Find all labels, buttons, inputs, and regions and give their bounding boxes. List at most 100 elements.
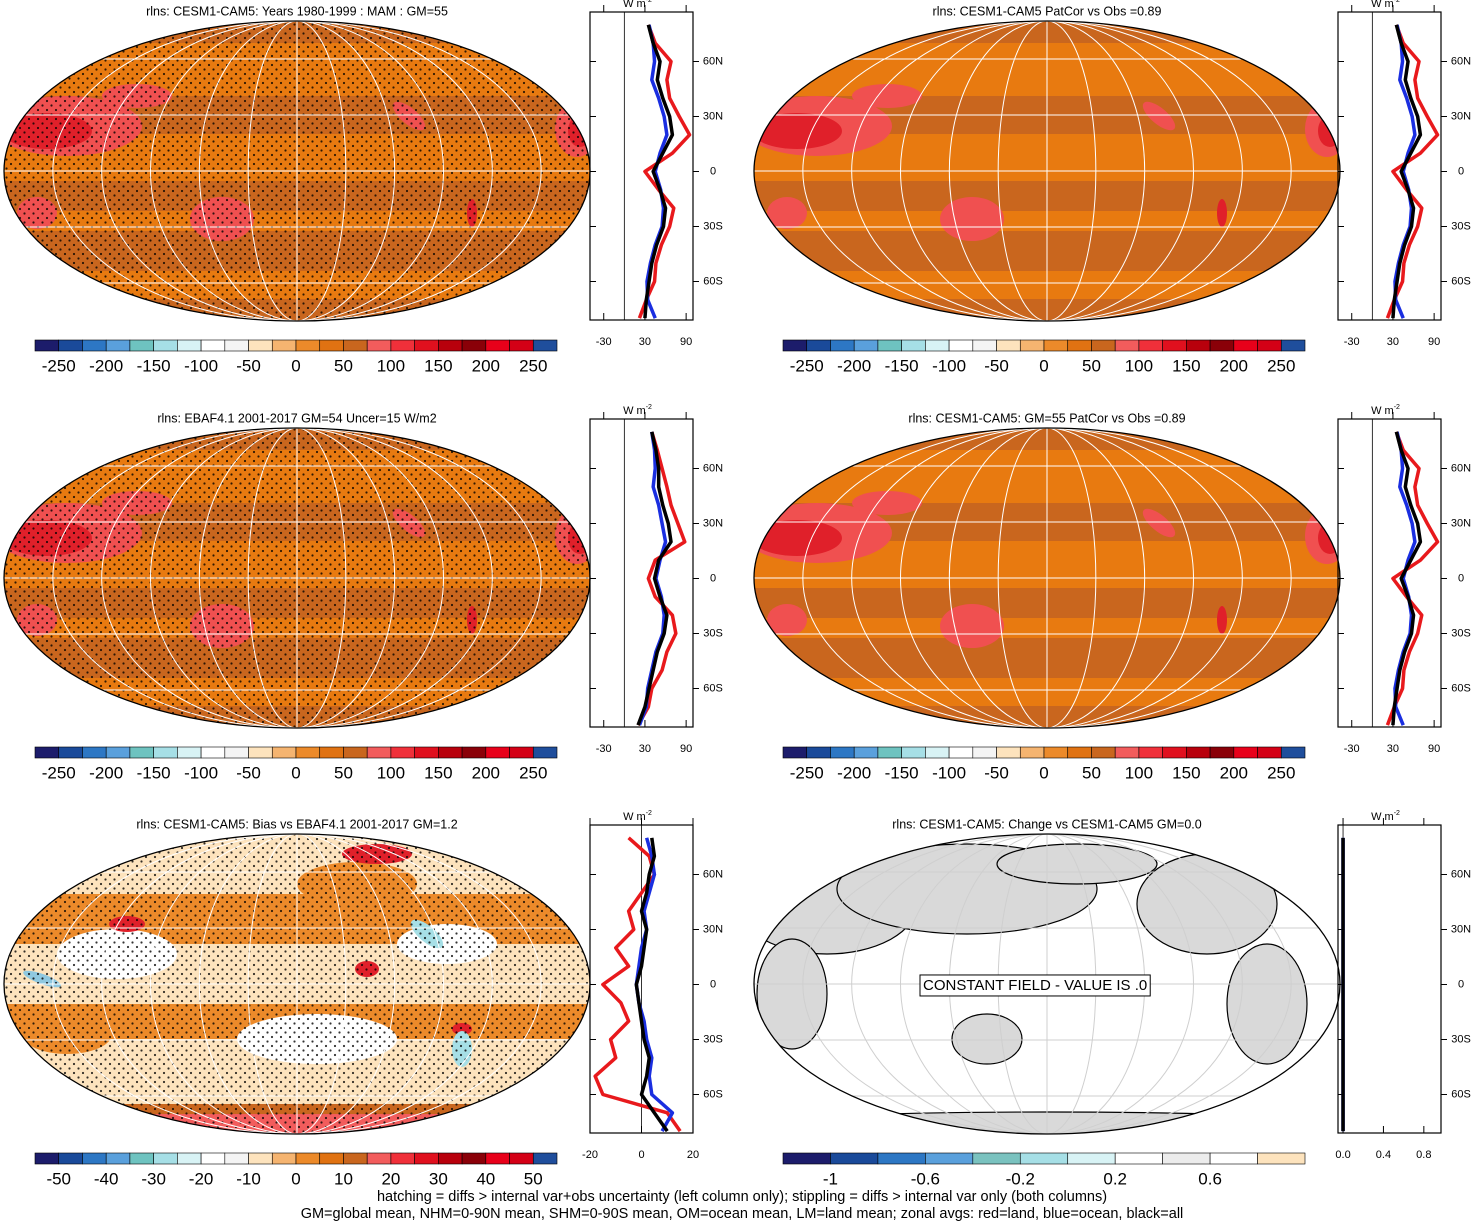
colorbar-box xyxy=(485,746,510,759)
meridian xyxy=(997,428,1097,728)
colorbar-label: -50 xyxy=(46,1169,71,1188)
colorbar-box xyxy=(438,746,463,759)
colorbar-box xyxy=(1114,1152,1163,1165)
meridian xyxy=(150,21,444,321)
colorbar-box xyxy=(343,746,368,759)
colorbar-label: 250 xyxy=(519,356,547,375)
colorbar-box xyxy=(343,339,368,352)
colorbar-label: -200 xyxy=(89,356,123,375)
y-tick-label: 30N xyxy=(703,517,723,529)
colorbar-box xyxy=(532,339,558,352)
colorbar-label: -150 xyxy=(885,356,919,375)
colorbar-box xyxy=(1162,1152,1211,1165)
y-tick-label: 30N xyxy=(1451,110,1471,122)
colorbar-label: 50 xyxy=(334,356,353,375)
unit-sup: -2 xyxy=(646,0,652,4)
colorbar-box xyxy=(248,746,273,759)
colorbar-label: -50 xyxy=(236,356,261,375)
colorbar-box xyxy=(532,1152,558,1165)
colorbar-box xyxy=(782,1152,831,1165)
colorbar-box xyxy=(1209,339,1235,352)
x-tick-label: 20 xyxy=(687,1149,699,1161)
colorbar-box xyxy=(224,339,249,352)
x-tick-label: -20 xyxy=(582,1149,598,1161)
unit-text: W m xyxy=(1371,405,1394,417)
meridian xyxy=(997,21,1097,321)
x-tick-label: 90 xyxy=(680,743,692,755)
unit-label: W m-2 xyxy=(1371,810,1400,823)
y-tick-label: 0 xyxy=(1458,572,1464,584)
colorbar-box xyxy=(105,339,131,352)
colorbar-box xyxy=(830,339,855,352)
colorbar-box xyxy=(82,339,107,352)
panel-title: rlns: CESM1-CAM5: Years 1980-1999 : MAM … xyxy=(146,4,448,18)
colorbar-box xyxy=(319,746,344,759)
y-tick-label: 60S xyxy=(703,682,723,694)
colorbar-box xyxy=(1257,1152,1306,1165)
colorbar-box xyxy=(414,339,439,352)
colorbar-box xyxy=(34,746,60,759)
colorbar-label: -0.2 xyxy=(1006,1169,1035,1188)
zonal-line xyxy=(637,24,692,319)
colorbar-box xyxy=(390,1152,415,1165)
unit-label: W m-2 xyxy=(1371,0,1400,10)
map-region xyxy=(940,197,1004,241)
colorbar-box xyxy=(830,746,855,759)
colorbar-box xyxy=(129,1152,154,1165)
colorbar-label: 0 xyxy=(1039,763,1048,782)
zonal-line xyxy=(636,431,687,727)
footer-line: GM=global mean, NHM=0-90N mean, SHM=0-90… xyxy=(301,1206,1184,1221)
colorbar-box xyxy=(1067,339,1092,352)
colorbar-label: -1 xyxy=(823,1169,838,1188)
meridian xyxy=(900,428,1194,728)
unit-label: W m-2 xyxy=(623,0,652,10)
y-tick-label: 0 xyxy=(710,165,716,177)
map-region xyxy=(940,604,1004,648)
colorbar-box xyxy=(1043,339,1069,352)
colorbar-label: 0 xyxy=(291,1169,300,1188)
colorbar-box xyxy=(366,746,392,759)
x-tick-label: 30 xyxy=(639,743,651,755)
meridian xyxy=(851,21,1243,321)
colorbar-label: 20 xyxy=(381,1169,400,1188)
colorbar-box xyxy=(34,1152,60,1165)
colorbar-box xyxy=(509,1152,534,1165)
colorbar-label: -150 xyxy=(885,763,919,782)
colorbar-label: -50 xyxy=(984,763,1009,782)
colorbar-box xyxy=(1114,339,1140,352)
map-region xyxy=(754,520,842,556)
map xyxy=(754,21,1340,321)
unit-text: W m xyxy=(1371,0,1394,10)
y-tick-label: 30S xyxy=(1451,220,1471,232)
colorbar-box xyxy=(853,339,879,352)
colorbar-label: 50 xyxy=(1082,763,1101,782)
y-tick-label: 0 xyxy=(1458,978,1464,990)
colorbar-box xyxy=(1257,746,1282,759)
colorbar-box xyxy=(877,1152,926,1165)
colorbar-box xyxy=(248,339,273,352)
colorbar-box xyxy=(782,339,808,352)
y-tick-label: 30S xyxy=(703,220,723,232)
colorbar-box xyxy=(58,746,83,759)
colorbar-box xyxy=(1233,746,1258,759)
colorbar-box xyxy=(461,339,487,352)
zonal-line xyxy=(1385,431,1440,726)
y-tick-label: 60S xyxy=(1451,1088,1471,1100)
colorbar-label: 0.6 xyxy=(1198,1169,1222,1188)
colorbar-box xyxy=(1019,746,1045,759)
colorbar-box xyxy=(271,1152,297,1165)
colorbar-box xyxy=(853,746,879,759)
colorbar-box xyxy=(105,746,131,759)
colorbar-box xyxy=(1019,1152,1069,1165)
colorbar-box xyxy=(129,746,154,759)
y-tick-label: 60S xyxy=(1451,275,1471,287)
x-tick-label: 0.4 xyxy=(1376,1149,1391,1161)
colorbar-label: -10 xyxy=(236,1169,261,1188)
colorbar-box xyxy=(390,746,415,759)
colorbar-box xyxy=(925,1152,974,1165)
colorbar-box xyxy=(806,339,831,352)
y-tick-label: 60S xyxy=(1451,682,1471,694)
colorbar-box xyxy=(414,746,439,759)
y-tick-label: 60N xyxy=(703,55,723,67)
colorbar-label: -100 xyxy=(932,356,966,375)
